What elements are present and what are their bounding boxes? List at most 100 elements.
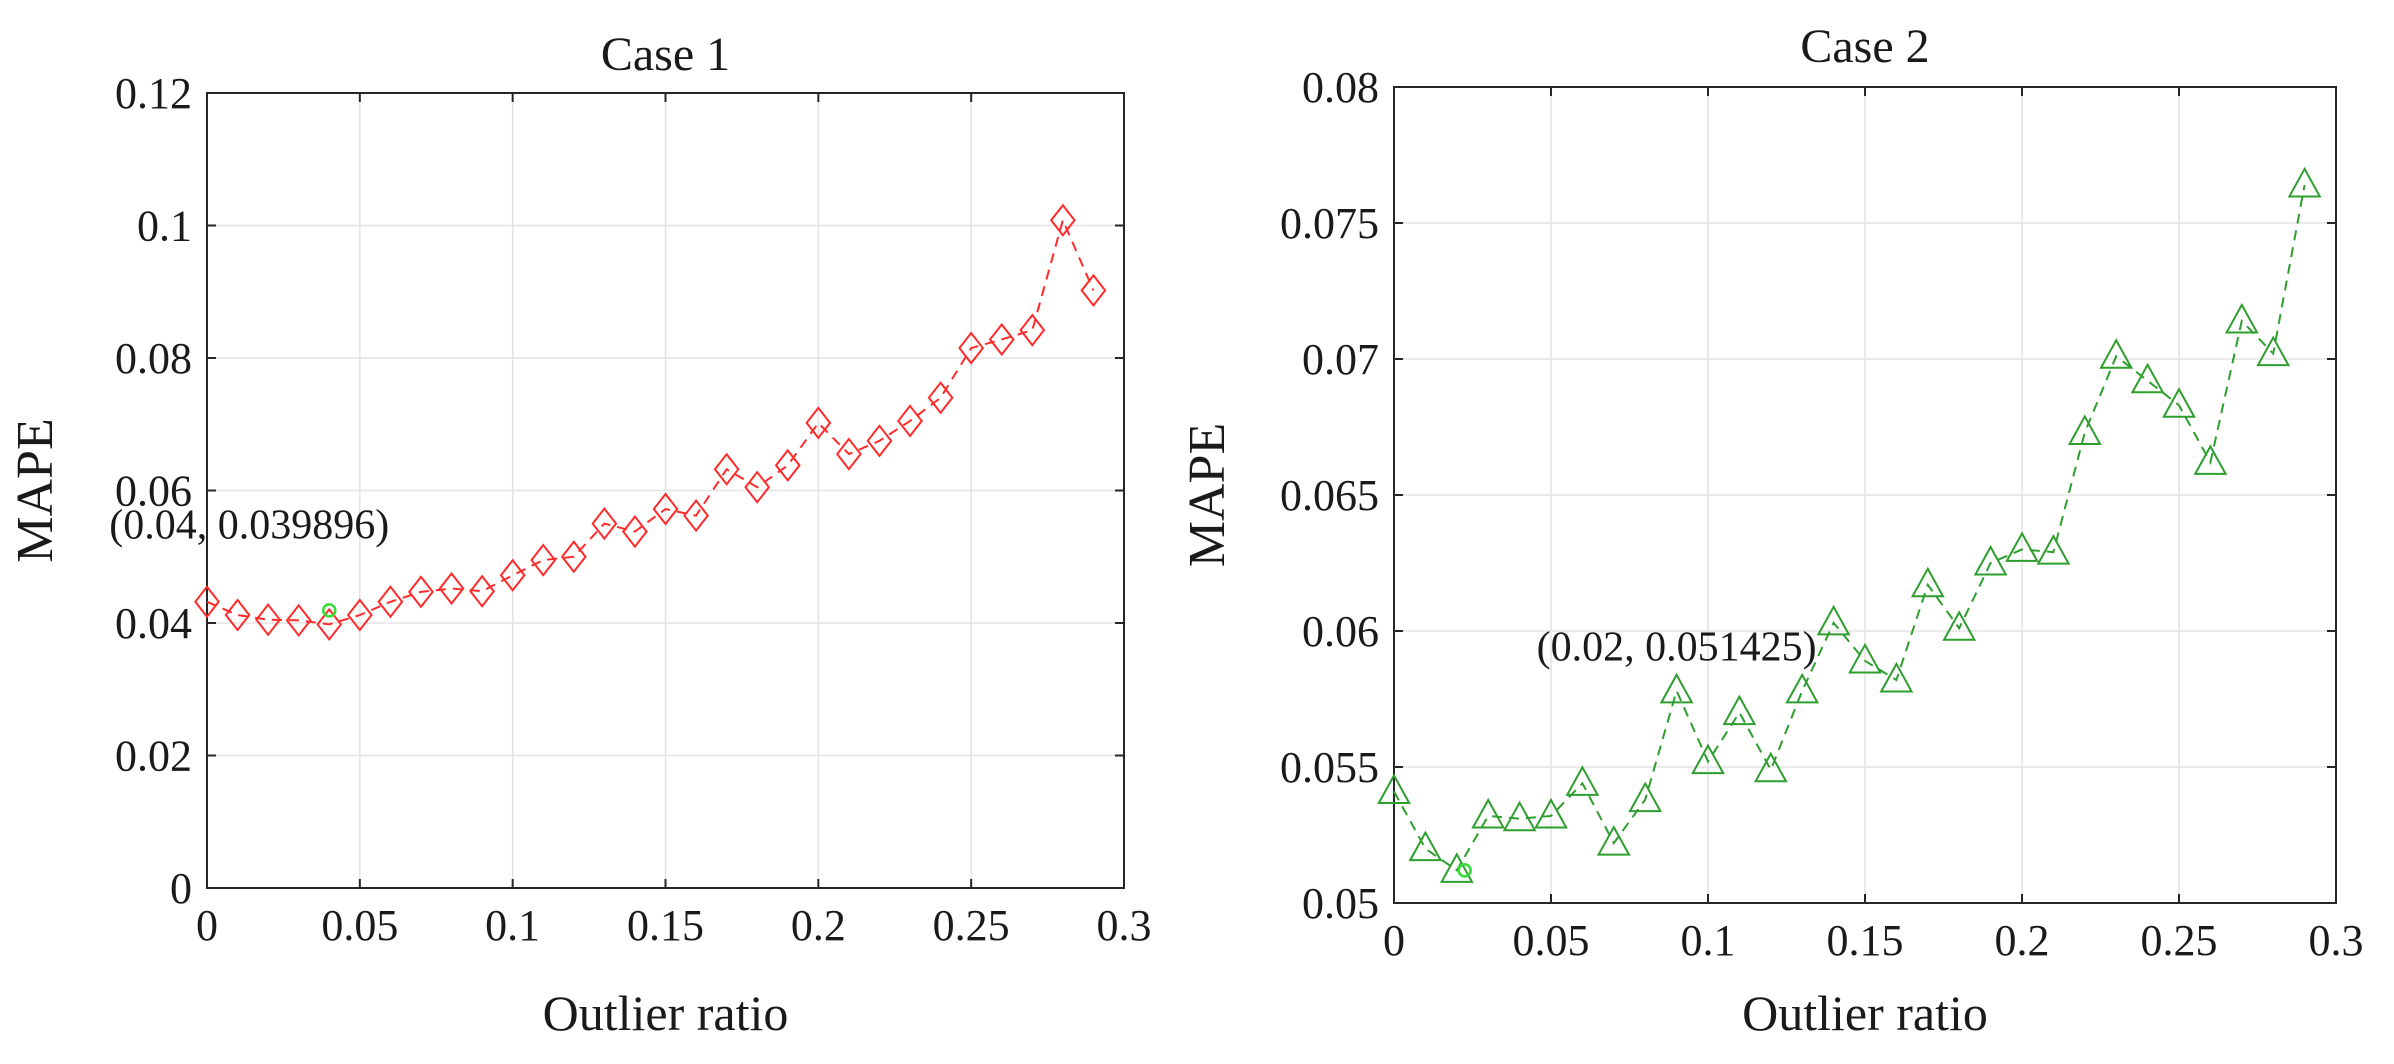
data-point-diamond xyxy=(1019,313,1046,347)
x-tick-label: 0.25 xyxy=(933,901,1010,950)
data-point-triangle xyxy=(1848,642,1882,674)
case-1-chart: 0 0.05 0.1 0.15 0.2 0.25 0.3 0 0.02 0.04 0.06 0.08 0… xyxy=(7,28,1152,1041)
data-point-diamond xyxy=(346,598,373,632)
highlight-annotation: (0.04, 0.039896) xyxy=(109,502,389,548)
data-point-triangle xyxy=(1471,797,1506,829)
y-axis-label: MAPE xyxy=(1179,423,1236,567)
y-tick-label: 0.12 xyxy=(115,69,192,118)
data-point-diamond xyxy=(774,448,801,482)
data-point-triangle xyxy=(2162,387,2196,418)
data-point-diamond xyxy=(469,574,496,608)
data-point-triangle xyxy=(2067,414,2102,445)
data-point-diamond xyxy=(835,437,862,471)
data-point-diamond xyxy=(927,381,954,415)
data-point-diamond xyxy=(1049,203,1076,237)
data-point-triangle xyxy=(1439,852,1474,883)
data-point-triangle xyxy=(1753,751,1788,783)
data-point-triangle xyxy=(1691,743,1725,775)
data-point-triangle xyxy=(1534,797,1568,829)
data-point-diamond xyxy=(988,322,1015,357)
data-point-diamond xyxy=(713,452,740,486)
x-tick-label: 0.1 xyxy=(485,901,540,950)
highlight-marker xyxy=(322,603,337,618)
data-point-triangle xyxy=(2099,338,2134,369)
x-tick-label: 0.2 xyxy=(1995,916,2050,965)
data-point-diamond xyxy=(438,571,465,606)
data-point-triangle xyxy=(1377,773,1411,804)
x-tick-label: 0 xyxy=(1383,916,1405,965)
y-tick-label: 0.08 xyxy=(115,334,192,383)
x-tick-label: 0.2 xyxy=(791,901,846,950)
data-point-diamond xyxy=(407,575,434,609)
x-tick-label: 0.15 xyxy=(627,901,704,950)
chart-title: Case 1 xyxy=(601,28,730,81)
data-point-triangle xyxy=(1785,672,1820,704)
data-point-diamond xyxy=(958,331,985,365)
data-point-diamond xyxy=(560,540,587,574)
data-point-triangle xyxy=(1942,610,1977,641)
data-point-diamond xyxy=(285,603,312,637)
y-axis-label: MAPE xyxy=(7,418,64,562)
data-point-diamond xyxy=(530,543,557,577)
data-point-diamond xyxy=(316,607,343,641)
data-point-diamond xyxy=(591,506,618,541)
series-line xyxy=(1393,184,2306,872)
data-point-diamond xyxy=(194,585,220,619)
data-point-triangle xyxy=(2130,362,2165,394)
data-point-triangle xyxy=(1502,800,1537,832)
data-point-diamond xyxy=(866,424,893,458)
y-tick-label: 0.08 xyxy=(1302,63,1379,112)
y-tick-label: 0.05 xyxy=(1302,879,1379,928)
x-tick-label: 0.3 xyxy=(2309,916,2364,965)
y-tick-label: 0.07 xyxy=(1302,335,1379,384)
case-2-chart: 0 0.05 0.1 0.15 0.2 0.25 0.30.050.0550.060.065… xyxy=(1179,20,2364,1041)
data-point-triangle xyxy=(2005,531,2039,562)
data-point-triangle xyxy=(1722,694,1757,726)
x-axis-label: Outlier ratio xyxy=(1742,985,1988,1041)
y-tick-label: 0 xyxy=(170,864,192,913)
x-tick-label: 0.3 xyxy=(1097,901,1152,950)
data-point-triangle xyxy=(2287,166,2322,198)
data-point-triangle xyxy=(1628,781,1663,813)
data-point-diamond xyxy=(805,406,832,440)
series-line xyxy=(206,217,1095,626)
data-point-triangle xyxy=(2193,444,2228,475)
y-tick-label: 0.055 xyxy=(1280,743,1379,792)
y-tick-label: 0.06 xyxy=(1302,607,1379,656)
x-tick-label: 0.05 xyxy=(321,901,398,950)
data-point-diamond xyxy=(224,598,251,632)
x-tick-label: 0.25 xyxy=(2141,916,2218,965)
data-point-triangle xyxy=(1596,825,1631,856)
x-tick-label: 0.05 xyxy=(1513,916,1590,965)
data-point-diamond xyxy=(377,585,404,619)
data-point-diamond xyxy=(621,514,648,549)
y-tick-label: 0.06 xyxy=(115,467,192,516)
data-point-triangle xyxy=(1408,830,1443,862)
chart-title: Case 2 xyxy=(1800,20,1929,73)
y-tick-label: 0.02 xyxy=(115,732,192,781)
data-point-triangle xyxy=(1879,661,1914,693)
data-point-triangle xyxy=(2036,534,2071,565)
x-tick-label: 0.15 xyxy=(1827,916,1904,965)
x-tick-label: 0 xyxy=(196,901,218,950)
y-tick-label: 0.1 xyxy=(137,202,192,251)
data-point-triangle xyxy=(1910,566,1945,598)
highlight-annotation: (0.02, 0.051425) xyxy=(1537,624,1817,670)
data-point-diamond xyxy=(255,603,282,637)
data-point-triangle xyxy=(1565,765,1600,796)
data-point-diamond xyxy=(1080,273,1107,308)
y-tick-label: 0.065 xyxy=(1280,471,1379,520)
data-point-diamond xyxy=(683,499,710,533)
data-point-diamond xyxy=(499,558,526,592)
data-point-diamond xyxy=(652,492,679,526)
highlight-marker xyxy=(1457,863,1472,878)
data-point-triangle xyxy=(1659,672,1694,704)
y-tick-label: 0.075 xyxy=(1280,199,1379,248)
data-point-diamond xyxy=(897,404,924,438)
y-tick-label: 0.04 xyxy=(115,599,192,648)
data-point-triangle xyxy=(1816,604,1851,636)
data-point-triangle xyxy=(1973,544,2008,576)
x-axis-label: Outlier ratio xyxy=(543,985,789,1041)
data-point-triangle xyxy=(2256,335,2291,367)
